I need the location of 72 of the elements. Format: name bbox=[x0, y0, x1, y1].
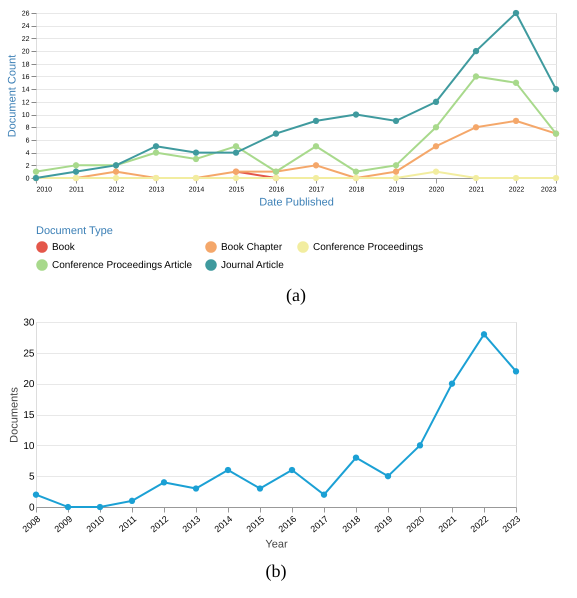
point bbox=[232, 174, 240, 182]
point bbox=[64, 504, 72, 510]
point bbox=[472, 174, 480, 182]
point bbox=[392, 162, 400, 168]
point bbox=[232, 149, 240, 156]
point bbox=[512, 10, 520, 16]
point bbox=[512, 118, 520, 124]
point bbox=[152, 149, 160, 156]
point bbox=[128, 498, 136, 504]
point bbox=[472, 73, 480, 80]
point bbox=[312, 174, 320, 182]
point bbox=[112, 168, 120, 175]
point bbox=[432, 124, 440, 130]
point bbox=[192, 485, 200, 492]
y-tick-label: 5 bbox=[28, 472, 35, 483]
point bbox=[160, 479, 168, 486]
legend-title: Document Type bbox=[36, 225, 113, 237]
y-tick-label: 15 bbox=[23, 410, 35, 421]
point bbox=[352, 454, 360, 461]
point bbox=[232, 143, 240, 150]
point bbox=[72, 162, 80, 168]
point bbox=[480, 331, 488, 338]
point bbox=[192, 149, 200, 156]
point bbox=[552, 86, 560, 92]
point bbox=[512, 368, 520, 374]
point bbox=[272, 130, 280, 137]
point bbox=[512, 80, 520, 86]
y-axis-title: Documents bbox=[8, 386, 20, 443]
point bbox=[224, 466, 232, 474]
text: (a) bbox=[286, 285, 306, 305]
point bbox=[392, 174, 400, 182]
point bbox=[512, 174, 520, 182]
x-axis-title: Date Published bbox=[259, 196, 334, 208]
point bbox=[312, 118, 320, 124]
y-axis-title: Document Count bbox=[6, 54, 19, 138]
point bbox=[112, 174, 120, 182]
point bbox=[392, 118, 400, 124]
point bbox=[312, 143, 320, 150]
legend-label: Conference Proceedings bbox=[313, 242, 424, 253]
point bbox=[320, 492, 328, 498]
y-tick-label: 0 bbox=[28, 502, 35, 514]
point bbox=[352, 168, 360, 175]
legend-label: Journal Article bbox=[221, 260, 284, 271]
point bbox=[312, 162, 320, 168]
y-tick-label: 20 bbox=[23, 379, 35, 390]
y-tick-label: 10 bbox=[23, 440, 35, 452]
text: (b) bbox=[266, 560, 286, 581]
point bbox=[416, 442, 424, 448]
y-tick-label: 25 bbox=[23, 348, 35, 360]
point bbox=[288, 466, 296, 474]
point bbox=[472, 124, 480, 130]
legend-label: Book Chapter bbox=[221, 242, 283, 253]
point bbox=[384, 473, 392, 480]
point bbox=[448, 380, 456, 387]
point bbox=[152, 143, 160, 150]
point bbox=[432, 98, 440, 105]
point bbox=[192, 156, 200, 162]
point bbox=[32, 168, 40, 175]
point bbox=[72, 168, 80, 175]
point bbox=[552, 174, 560, 182]
legend-label: Book bbox=[52, 242, 76, 253]
point bbox=[32, 492, 40, 498]
point bbox=[392, 168, 400, 175]
point bbox=[352, 111, 360, 118]
y-tick-label: 30 bbox=[23, 318, 35, 328]
point bbox=[96, 504, 104, 510]
point bbox=[432, 168, 440, 175]
point bbox=[432, 143, 440, 150]
x-axis-title: Year bbox=[265, 538, 288, 550]
point bbox=[472, 48, 480, 54]
legend-label: Conference Proceedings Article bbox=[52, 260, 193, 271]
point bbox=[256, 485, 264, 492]
